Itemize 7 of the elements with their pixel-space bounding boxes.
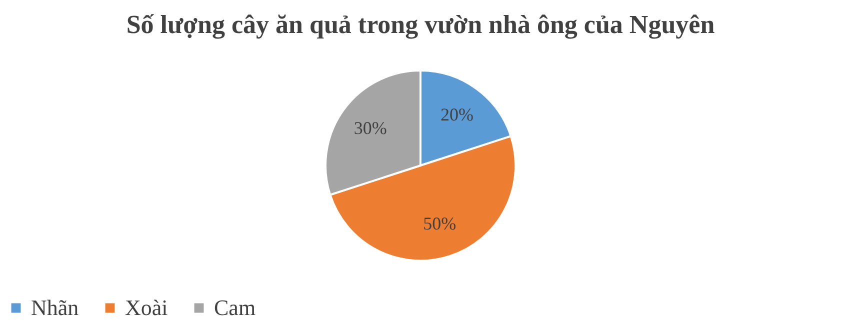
data-label: 30%	[354, 118, 387, 138]
legend-label: Nhãn	[31, 295, 79, 320]
legend-label: Xoài	[125, 295, 168, 320]
chart-title: Số lượng cây ăn quả trong vườn nhà ông của Nguyên	[126, 10, 716, 39]
data-label: 50%	[423, 213, 456, 234]
legend-label: Cam	[214, 295, 256, 320]
data-label: 20%	[440, 104, 474, 124]
